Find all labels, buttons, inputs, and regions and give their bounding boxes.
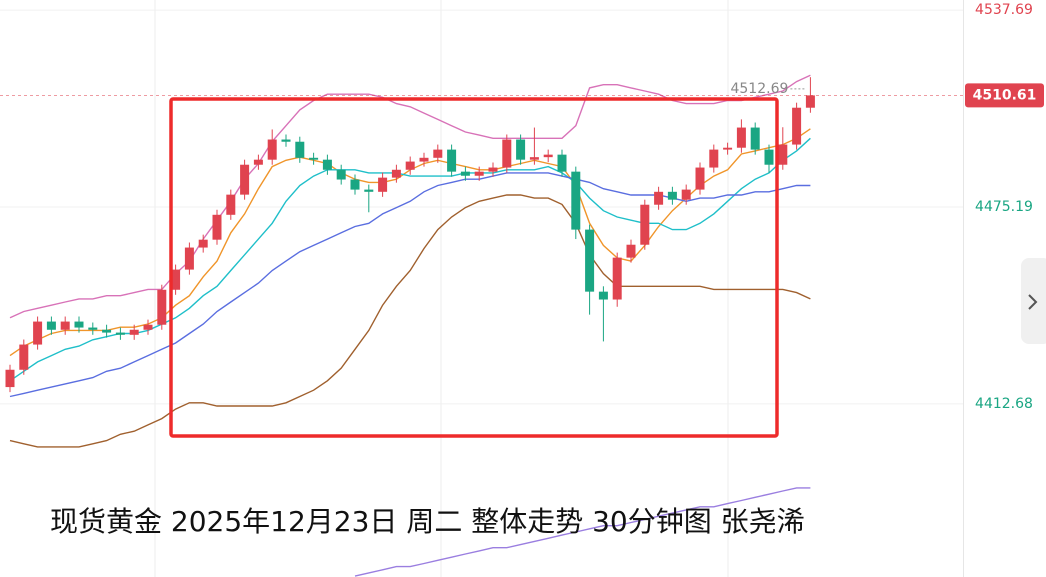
candle-body	[157, 289, 167, 325]
candle-body	[253, 159, 263, 165]
candle-body	[295, 141, 305, 158]
plot-area: 4512.69	[0, 74, 963, 577]
indicator-line	[9, 74, 811, 319]
candle-body	[474, 171, 484, 176]
candle-body	[88, 327, 98, 330]
candle-body	[736, 127, 746, 148]
side-panel-button-bg[interactable]	[1021, 258, 1046, 344]
candle-body	[598, 291, 608, 300]
candle-body	[364, 189, 374, 192]
high-marker-label: 4512.69	[730, 81, 788, 97]
highlight-box	[169, 97, 779, 438]
candle-body	[805, 95, 815, 108]
candle-body	[19, 344, 29, 370]
candle-body	[336, 169, 346, 180]
candle-body	[309, 157, 319, 160]
y-tick-label: 4537.69	[975, 2, 1033, 18]
indicator-line	[9, 172, 811, 398]
candle-body	[778, 144, 788, 165]
candle-body	[391, 169, 401, 178]
candle-body	[681, 189, 691, 200]
candle-body	[447, 149, 457, 172]
candle-body	[460, 171, 470, 176]
candle-body	[115, 332, 125, 335]
indicator-line	[9, 194, 811, 448]
candle-body	[74, 321, 84, 328]
last-price-label: 4510.61	[973, 87, 1037, 103]
candle-body	[5, 369, 15, 388]
candle-body	[60, 321, 70, 330]
candle-body	[33, 321, 43, 345]
candle-body	[516, 139, 526, 160]
candle-body	[198, 239, 208, 248]
candle-body	[709, 149, 719, 168]
candle-body	[281, 139, 291, 142]
chart-title: 现货黄金 2025年12月23日 周二 整体走势 30分钟图 张尧浠	[50, 505, 805, 538]
candle-body	[750, 127, 760, 150]
last-price-badge	[965, 83, 1044, 108]
candle-body	[626, 244, 636, 258]
candle-body	[654, 191, 664, 205]
candle-body	[667, 191, 677, 200]
candle-body	[571, 171, 581, 230]
y-tick-label: 4475.19	[975, 199, 1033, 215]
candle-body	[792, 107, 802, 145]
candle-body	[433, 149, 443, 158]
candle-body	[405, 161, 415, 170]
candle-body	[585, 229, 595, 292]
candle-body	[267, 139, 277, 160]
candle-body	[723, 147, 733, 150]
candle-body	[502, 139, 512, 168]
candle-body	[378, 177, 388, 192]
candle-body	[171, 269, 181, 290]
candle-body	[102, 329, 112, 333]
candle-body	[640, 204, 650, 245]
y-axis: 4412.68 4475.19 4537.69 4510.61	[965, 2, 1044, 412]
chevron-icon[interactable]	[1028, 294, 1038, 310]
candle-body	[529, 157, 539, 160]
indicator-line	[354, 487, 811, 577]
candle-body	[419, 157, 429, 162]
candle-body	[543, 154, 553, 158]
candle-body	[695, 167, 705, 190]
candle-body	[488, 167, 498, 172]
candle-body	[557, 154, 567, 172]
candle-body	[46, 321, 56, 330]
y-tick-label: 4412.68	[975, 396, 1033, 412]
indicator-line	[9, 137, 811, 382]
candle-body	[322, 159, 332, 170]
candle-body	[212, 214, 222, 240]
candle-body	[143, 324, 153, 330]
candle-body	[129, 329, 139, 335]
candle-body	[350, 179, 360, 190]
side-panel-button[interactable]	[1021, 258, 1046, 344]
candle-body	[226, 194, 236, 215]
grid	[0, 0, 964, 577]
candle-body	[184, 247, 194, 270]
candle-body	[240, 164, 250, 195]
candle-body	[764, 149, 774, 165]
candle-body	[612, 257, 622, 300]
